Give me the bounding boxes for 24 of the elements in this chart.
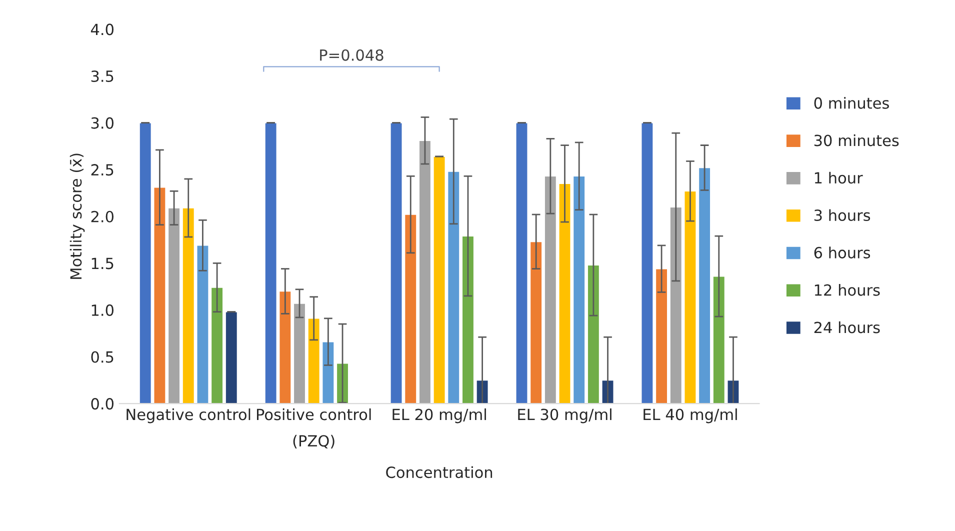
x-tick-label: EL 20 mg/ml xyxy=(392,408,486,424)
legend-label: 1 hour xyxy=(814,172,863,184)
y-tick-label: 3.0 xyxy=(91,117,114,129)
legend-label: 6 hours xyxy=(814,246,870,258)
legend-label: 12 hours xyxy=(814,284,880,296)
legend-label: 30 minutes xyxy=(814,134,899,146)
x-tick-label: Positive control (PZQ) xyxy=(256,408,371,448)
x-axis-title: Concentration xyxy=(386,466,492,478)
x-tick-label: EL 40 mg/ml xyxy=(644,408,737,424)
legend-label: 24 hours xyxy=(814,321,880,334)
y-tick-label: 1.5 xyxy=(92,258,114,270)
y-tick-label: 1.0 xyxy=(92,304,114,316)
y-tick-label: 0.5 xyxy=(91,351,114,363)
y-tick-label: 3.5 xyxy=(91,70,114,82)
y-axis-title: Motility score (x̄) xyxy=(70,154,85,279)
x-tick-label: EL 30 mg/ml xyxy=(518,408,612,424)
y-tick-label: 2.0 xyxy=(91,210,114,222)
y-tick-label: 4.0 xyxy=(90,24,114,36)
y-tick-label: 0.0 xyxy=(91,398,114,410)
legend-label: 3 hours xyxy=(814,209,870,222)
x-tick-label: Negative control xyxy=(126,408,250,424)
legend-label: 0 minutes xyxy=(814,97,889,109)
y-tick-label: 2.5 xyxy=(91,164,114,176)
annotation: P=0.048 xyxy=(320,49,384,61)
